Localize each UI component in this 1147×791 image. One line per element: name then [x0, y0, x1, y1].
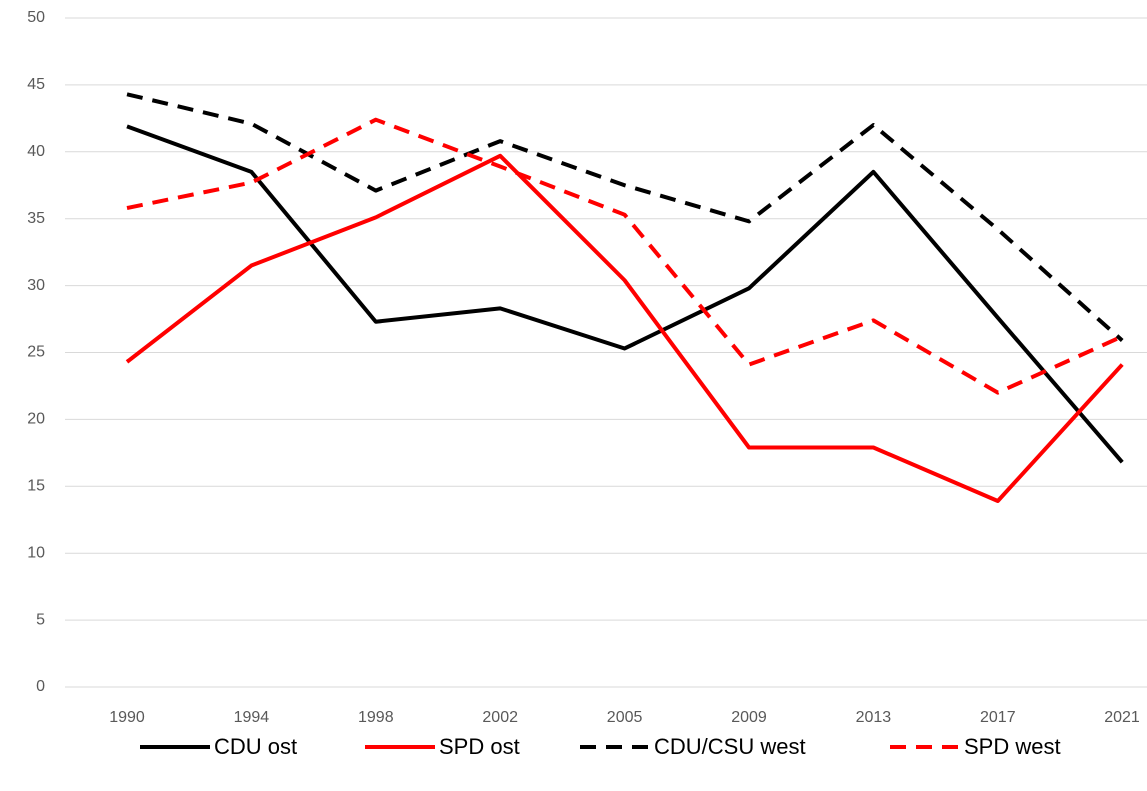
series-line: [126, 92, 1124, 342]
x-tick-label: 1990: [109, 709, 145, 726]
x-tick-label: 2017: [980, 709, 1016, 726]
legend-label: SPD ost: [439, 734, 520, 759]
y-tick-label: 25: [27, 344, 45, 361]
x-tick-label: 1998: [358, 709, 394, 726]
y-tick-label: 15: [27, 478, 45, 495]
legend-label: CDU ost: [214, 734, 297, 759]
x-tick-label: 2005: [607, 709, 643, 726]
x-tick-label: 2009: [731, 709, 767, 726]
y-tick-label: 50: [27, 9, 45, 26]
y-tick-label: 45: [27, 76, 45, 93]
x-tick-label: 2021: [1104, 709, 1140, 726]
series-line: [125, 153, 1124, 504]
y-tick-label: 40: [27, 143, 45, 160]
x-tick-label: 2002: [482, 709, 518, 726]
x-tick-label: 2013: [856, 709, 892, 726]
series-line: [126, 124, 1124, 464]
y-tick-label: 0: [36, 678, 45, 695]
x-tick-label: 1994: [234, 709, 270, 726]
legend-label: CDU/CSU west: [654, 734, 806, 759]
y-tick-label: 20: [27, 411, 45, 428]
y-tick-label: 10: [27, 544, 45, 561]
legend-label: SPD west: [964, 734, 1061, 759]
y-tick-label: 30: [27, 277, 45, 294]
series-line: [126, 117, 1124, 395]
y-tick-label: 5: [36, 611, 45, 628]
y-tick-label: 35: [27, 210, 45, 227]
